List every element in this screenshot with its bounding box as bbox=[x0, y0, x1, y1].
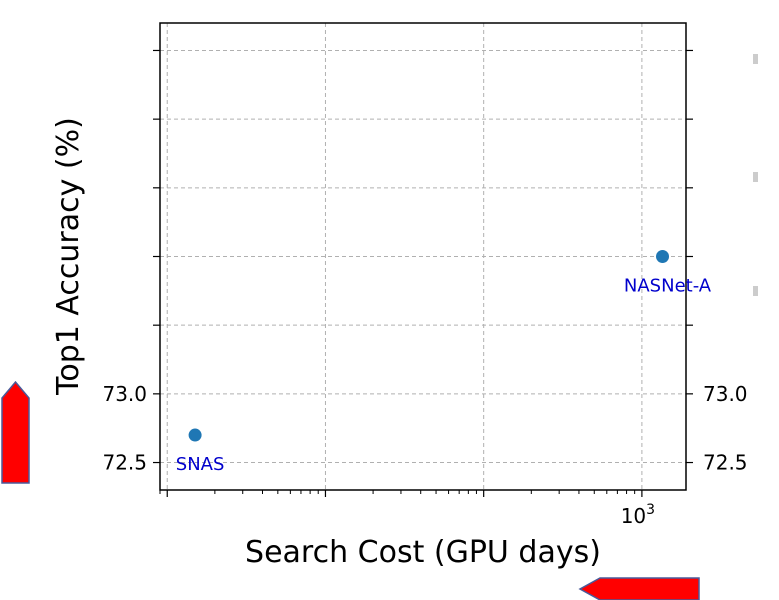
y-tick-label-left: 72.5 bbox=[102, 451, 147, 475]
point-label: SNAS bbox=[176, 454, 225, 475]
point-label: NASNet-A bbox=[624, 276, 712, 297]
left-arrow-icon bbox=[578, 577, 700, 600]
x-tick-label: 103 bbox=[621, 502, 655, 528]
y-tick-label-right: 73.0 bbox=[703, 382, 748, 406]
up-arrow-icon bbox=[1, 380, 30, 484]
data-points: SNAS NASNet-A bbox=[176, 250, 712, 475]
y-axis-label: Top1 Accuracy (%) bbox=[51, 117, 86, 396]
data-point bbox=[656, 250, 670, 263]
data-point bbox=[188, 428, 202, 442]
y-tick-label-left: 73.0 bbox=[102, 382, 147, 406]
cropped-edge-marks bbox=[753, 54, 758, 296]
plot-frame bbox=[159, 22, 687, 491]
x-axis-label: Search Cost (GPU days) bbox=[245, 535, 601, 570]
axis-ticks: 72.5 72.5 73.0 73.0 103 bbox=[102, 49, 748, 528]
grid-lines bbox=[160, 23, 686, 490]
y-tick-label-right: 72.5 bbox=[703, 451, 748, 475]
